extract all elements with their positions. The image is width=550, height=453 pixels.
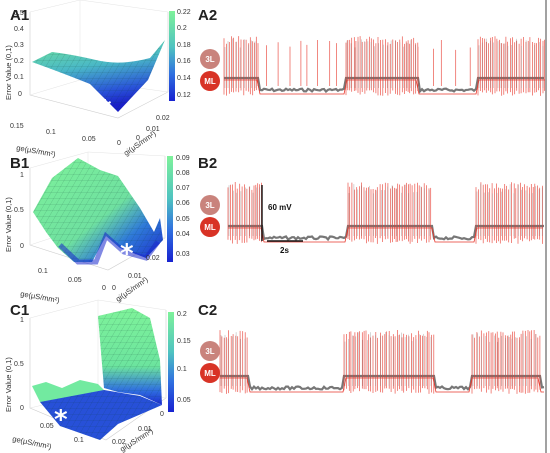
model-trace [224, 79, 545, 95]
a1-z-tick: 0.3 [14, 42, 24, 49]
c1-z-axis-label: Error Value (0,1) [4, 357, 13, 412]
experimental-trace [228, 224, 544, 242]
badge-3l-a2: 3L [200, 49, 220, 69]
colorbar-a1: 0.22 0.2 0.18 0.16 0.14 0.12 [169, 9, 191, 101]
a1-z-tick: 0.4 [14, 26, 24, 33]
c1-ge-axis-label: ge(μS/mm²) [12, 434, 53, 451]
a1-minimum-asterisk: * [98, 95, 112, 125]
panel-label-a2: A2 [198, 7, 217, 24]
a1-z-tick: 0.5 [14, 10, 24, 17]
badge-ml-a2: ML [200, 71, 220, 91]
svg-text:0.2: 0.2 [177, 25, 187, 32]
trace-row-a2 [223, 36, 545, 96]
svg-text:0.05: 0.05 [177, 397, 191, 404]
spike-train [219, 330, 541, 394]
spike-train [223, 36, 545, 96]
a1-z-tick: 0.1 [14, 74, 24, 81]
a1-gi-tick: 0 [136, 135, 140, 142]
a1-z-axis-label: Error Value (0,1) [4, 45, 13, 100]
b1-z-axis-label: Error Value (0,1) [4, 197, 13, 252]
b1-z-tick: 1 [20, 172, 24, 179]
svg-text:3L: 3L [205, 201, 214, 210]
colorbar-c1: 0.2 0.15 0.1 0.05 [168, 311, 191, 412]
c1-z-tick: 1 [20, 317, 24, 324]
scale-voltage-label: 60 mV [268, 203, 292, 212]
svg-text:0.09: 0.09 [176, 155, 190, 162]
badge-3l-c2: 3L [200, 341, 220, 361]
svg-text:ML: ML [204, 369, 216, 378]
svg-text:0.04: 0.04 [176, 231, 190, 238]
svg-text:0.12: 0.12 [177, 92, 191, 99]
c1-gi-tick: 0.01 [138, 426, 152, 433]
experimental-spikes [224, 38, 544, 88]
panel-label-b2: B2 [198, 155, 217, 172]
svg-text:0.07: 0.07 [176, 185, 190, 192]
svg-text:ML: ML [204, 223, 216, 232]
svg-text:0.15: 0.15 [177, 338, 191, 345]
b1-ge-tick: 0 [102, 285, 106, 292]
svg-text:3L: 3L [205, 347, 214, 356]
c1-minimum-asterisk: * [54, 405, 68, 435]
svg-text:3L: 3L [205, 55, 214, 64]
a1-ge-tick: 0.05 [82, 136, 96, 143]
svg-text:0.14: 0.14 [177, 75, 191, 82]
svg-text:0.06: 0.06 [176, 200, 190, 207]
c1-ge-tick: 0.05 [40, 423, 54, 430]
trace-row-c2 [219, 330, 545, 394]
colorbar-b1: 0.09 0.08 0.07 0.06 0.05 0.04 0.03 [167, 155, 190, 262]
a1-ge-tick: 0.15 [10, 123, 24, 130]
svg-text:0.16: 0.16 [177, 58, 191, 65]
svg-text:0.2: 0.2 [177, 311, 187, 318]
a1-z-tick: 0.2 [14, 58, 24, 65]
spike-train [227, 182, 543, 244]
b1-ge-tick: 0.1 [38, 268, 48, 275]
svg-text:0.18: 0.18 [177, 42, 191, 49]
scale-bar: 60 mV 2s [261, 185, 303, 255]
badge-ml-b2: ML [200, 217, 220, 237]
surface-plot-c1: 0 0.5 1 Error Value (0,1) 0.05 0.1 ge(μS… [4, 299, 167, 453]
svg-text:0.03: 0.03 [176, 251, 190, 258]
panel-label-b1: B1 [10, 155, 29, 172]
scale-time-label: 2s [280, 246, 289, 255]
panel-label-a1: A1 [10, 7, 29, 24]
svg-text:0.1: 0.1 [177, 366, 187, 373]
panel-label-c1: C1 [10, 302, 29, 319]
experimental-spikes [228, 184, 543, 236]
b1-minimum-asterisk: * [120, 239, 134, 269]
a1-ge-tick: 0 [117, 140, 121, 147]
svg-text:0.22: 0.22 [177, 9, 191, 16]
b1-gi-tick: 0.02 [146, 255, 160, 262]
b1-gi-tick: 0.01 [128, 273, 142, 280]
a1-gi-axis-label: gi(μS/mm²) [122, 129, 158, 158]
b1-gi-tick: 0 [112, 285, 116, 292]
trace-row-b2 [227, 182, 544, 244]
c1-z-tick: 0.5 [14, 361, 24, 368]
panel-label-c2: C2 [198, 302, 217, 319]
a1-gi-tick: 0.01 [146, 126, 160, 133]
svg-text:ML: ML [204, 77, 216, 86]
a1-z-tick: 0 [18, 91, 22, 98]
badge-ml-c2: ML [200, 363, 220, 383]
a1-ge-tick: 0.1 [46, 129, 56, 136]
c1-gi-tick: 0.02 [112, 439, 126, 446]
svg-text:0.05: 0.05 [176, 216, 190, 223]
b1-z-tick: 0.5 [14, 207, 24, 214]
badge-3l-b2: 3L [200, 195, 220, 215]
svg-text:0.08: 0.08 [176, 170, 190, 177]
a1-gi-tick: 0.02 [156, 115, 170, 122]
b1-ge-tick: 0.05 [68, 277, 82, 284]
c1-gi-tick: 0 [160, 411, 164, 418]
b1-z-tick: 0 [20, 243, 24, 250]
experimental-spikes [220, 332, 536, 386]
c1-ge-tick: 0.1 [74, 437, 84, 444]
c1-z-tick: 0 [20, 405, 24, 412]
surface-plot-b1: 0 0.5 1 Error Value (0,1) 0.1 0.05 0 ge(… [4, 151, 166, 305]
